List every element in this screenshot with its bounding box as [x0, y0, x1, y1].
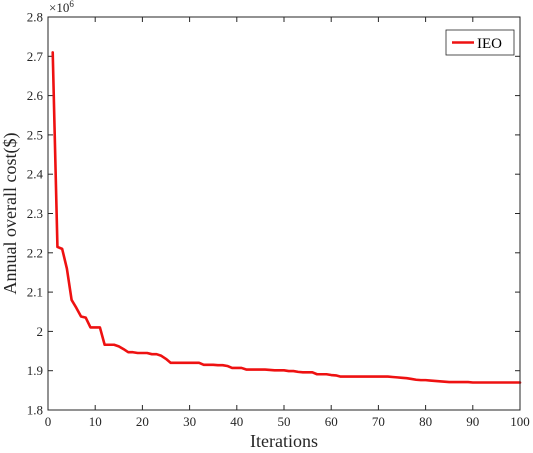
y-tick-label: 2.6 — [27, 88, 44, 103]
x-tick-label: 70 — [372, 414, 385, 429]
y-exponent-label: ×106 — [49, 0, 74, 15]
y-tick-label: 2.4 — [27, 167, 44, 182]
x-tick-label: 20 — [136, 414, 149, 429]
y-axis-title: Annual overall cost($) — [0, 133, 21, 295]
x-axis-title: Iterations — [250, 431, 318, 451]
x-tick-label: 90 — [466, 414, 479, 429]
x-tick-label: 0 — [45, 414, 52, 429]
y-tick-label: 2.1 — [27, 285, 43, 300]
x-tick-label: 10 — [89, 414, 102, 429]
y-tick-label: 1.9 — [27, 363, 43, 378]
y-tick-label: 2 — [37, 324, 44, 339]
series-line-ieo — [51, 51, 522, 384]
y-tick-label: 2.2 — [27, 245, 43, 260]
x-tick-label: 30 — [183, 414, 196, 429]
plot-frame — [47, 16, 521, 411]
y-tick-label: 2.5 — [27, 127, 43, 142]
x-tick-label: 100 — [510, 414, 530, 429]
x-tick-label: 40 — [230, 414, 243, 429]
y-tick-label: 1.8 — [27, 403, 43, 418]
legend-label-ieo: IEO — [477, 36, 502, 52]
y-tick-label: 2.3 — [27, 206, 43, 221]
x-tick-label: 60 — [325, 414, 338, 429]
y-tick-label: 2.8 — [27, 10, 43, 25]
x-tick-labels: 0 10 20 30 40 50 60 70 80 90 100 — [45, 414, 530, 429]
y-tick-label: 2.7 — [27, 49, 44, 64]
x-tick-label: 80 — [419, 414, 432, 429]
x-tick-label: 50 — [278, 414, 291, 429]
y-tick-labels: 1.8 1.9 2 2.1 2.2 2.3 2.4 2.5 2.6 2.7 2.8 — [27, 10, 44, 418]
legend: IEO — [445, 29, 515, 56]
plot-background — [48, 17, 520, 410]
